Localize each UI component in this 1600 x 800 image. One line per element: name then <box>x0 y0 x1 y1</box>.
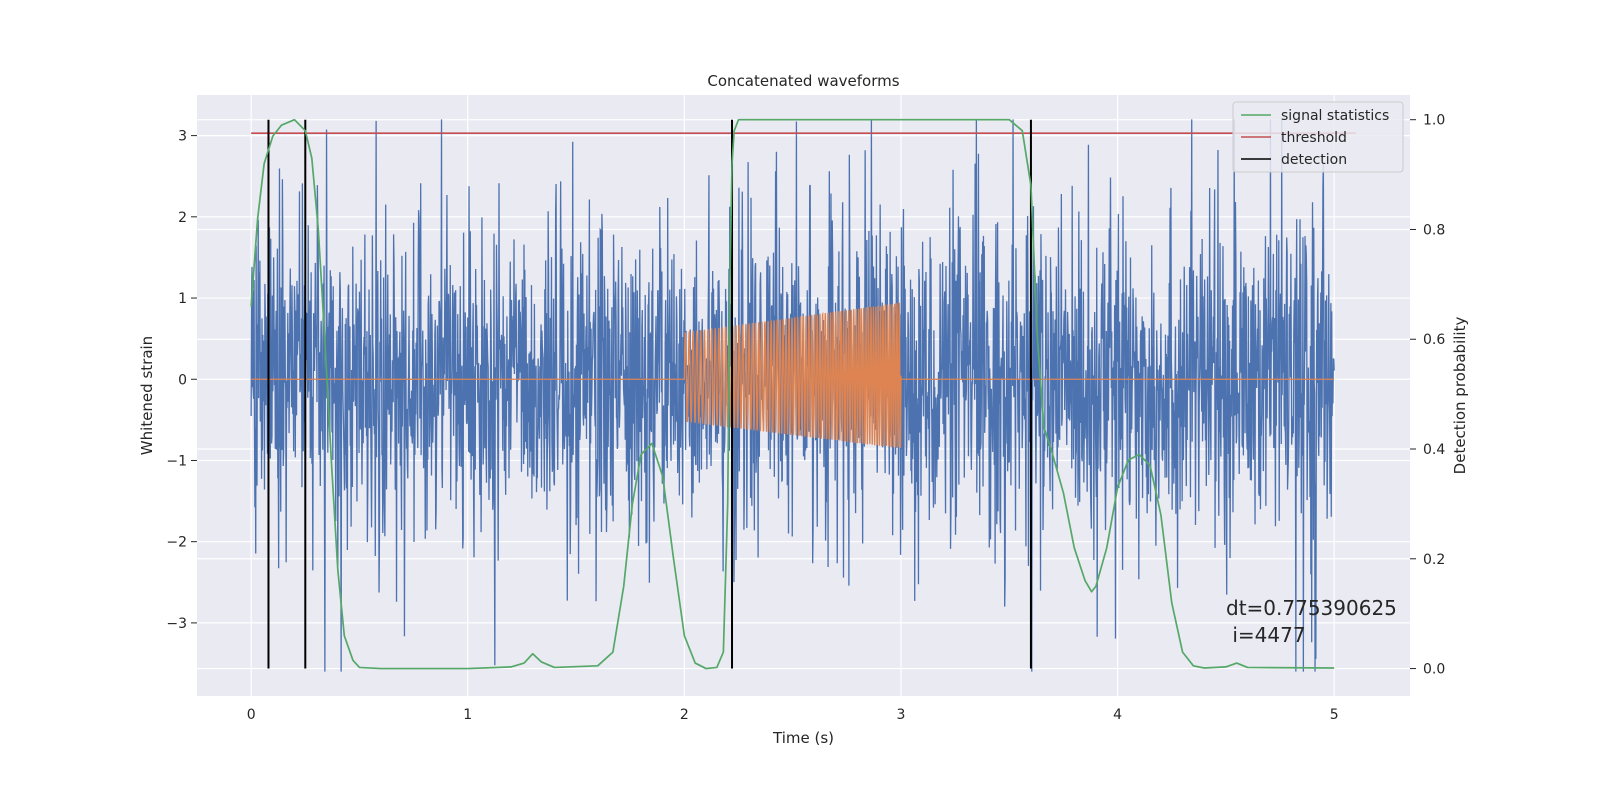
x-tick-label: 2 <box>680 707 689 723</box>
y-tick-label: 3 <box>178 129 187 145</box>
annotation-index: i=4477 <box>1226 623 1306 647</box>
y-tick-label: 0 <box>178 372 187 388</box>
x-axis-label: Time (s) <box>772 729 834 747</box>
legend-box <box>1232 101 1404 173</box>
y-axis-label: Whitened strain <box>138 336 156 455</box>
right-y-tick-label: 0.6 <box>1423 332 1445 348</box>
legend-label-threshold: threshold <box>1281 130 1347 146</box>
signal-statistics-line <box>250 118 1335 670</box>
y-tick-label: −2 <box>166 535 187 551</box>
right-y-tick-label: 0.4 <box>1423 442 1445 458</box>
right-y-tick-label: 0.2 <box>1423 552 1445 568</box>
y-tick-label: 1 <box>178 291 187 307</box>
right-y-tick-label: 1.0 <box>1423 113 1445 129</box>
right-y-tick-label: 0.0 <box>1423 662 1445 678</box>
y-axis-ticks: −3 −2 −1 0 1 2 3 <box>166 129 197 632</box>
x-axis-ticks: 0 1 2 3 4 5 <box>247 707 1339 723</box>
legend-label-signal-statistics: signal statistics <box>1281 108 1389 124</box>
y-tick-label: −1 <box>166 453 187 469</box>
right-y-axis-ticks: 0.0 0.2 0.4 0.6 0.8 1.0 <box>1410 113 1445 678</box>
right-y-axis-label: Detection probability <box>1451 317 1469 475</box>
y-tick-label: 2 <box>178 210 187 226</box>
plot-series <box>250 118 1356 672</box>
y-tick-label: −3 <box>166 616 187 632</box>
x-tick-label: 3 <box>897 707 906 723</box>
chart-title: Concatenated waveforms <box>707 72 899 90</box>
annotation-dt: dt=0.775390625 <box>1226 596 1397 620</box>
detection-lines <box>267 119 1032 669</box>
x-tick-label: 0 <box>247 707 256 723</box>
right-y-tick-label: 0.8 <box>1423 222 1445 238</box>
x-tick-label: 5 <box>1330 707 1339 723</box>
legend: signal statistics threshold detection <box>1232 101 1404 173</box>
x-tick-label: 4 <box>1113 707 1122 723</box>
x-tick-label: 1 <box>463 707 472 723</box>
legend-label-detection: detection <box>1281 152 1347 168</box>
injected-waveform-line <box>251 302 1335 449</box>
